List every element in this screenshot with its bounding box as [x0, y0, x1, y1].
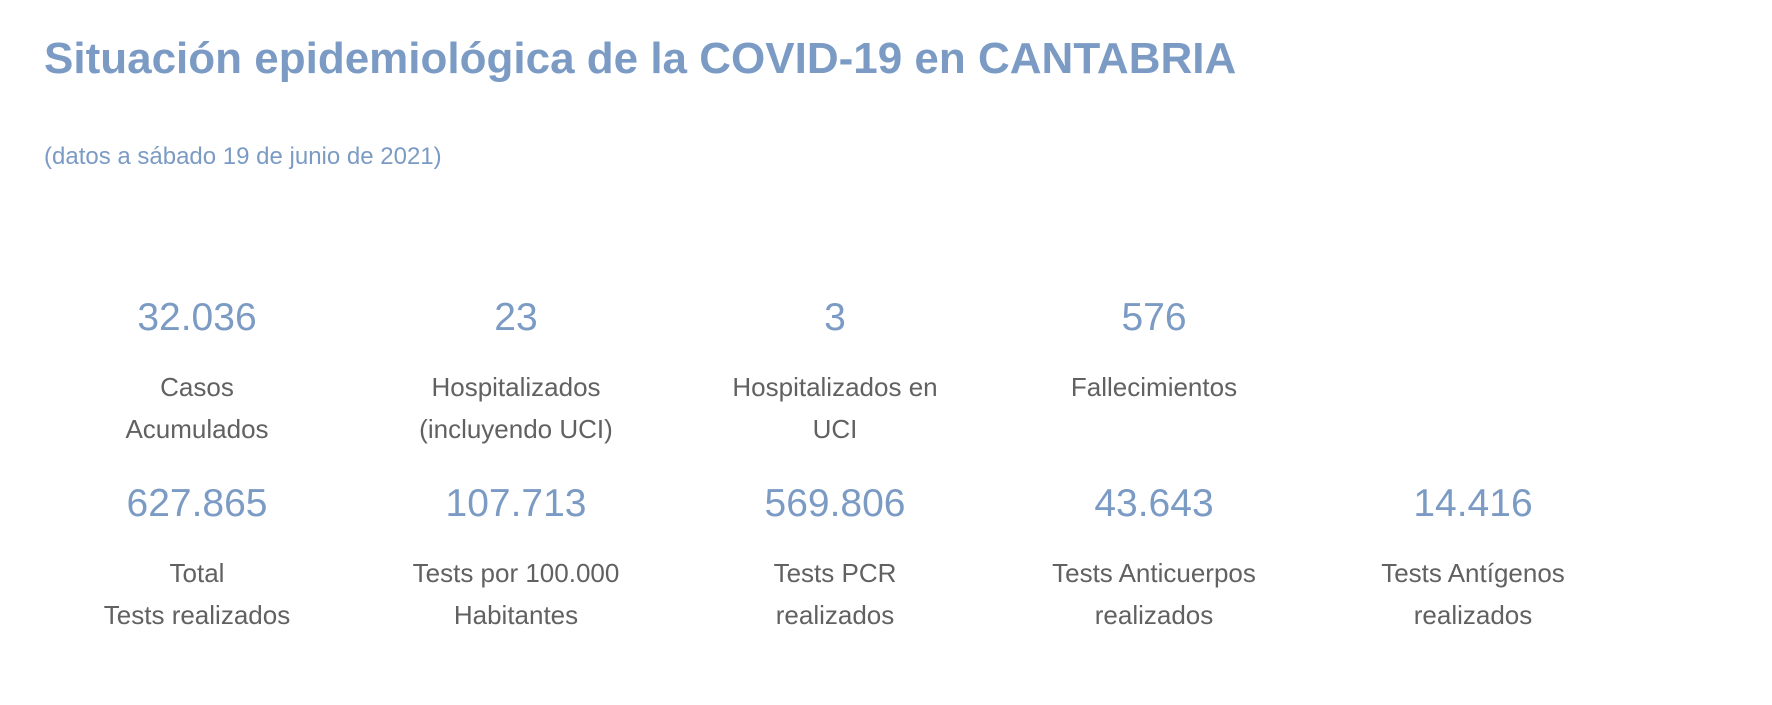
stat-total-tests: 627.865 Total Tests realizados — [47, 481, 347, 636]
stat-label: Casos Acumulados — [125, 372, 269, 444]
page-title: Situación epidemiológica de la COVID-19 … — [44, 34, 1237, 83]
stat-casos-acumulados: 32.036 Casos Acumulados — [47, 295, 347, 450]
stat-tests-por-100000: 107.713 Tests por 100.000 Habitantes — [366, 481, 666, 636]
stat-hospitalizados-uci: 3 Hospitalizados en UCI — [685, 295, 985, 450]
stat-value: 107.713 — [445, 482, 587, 525]
stat-tests-anticuerpos: 43.643 Tests Anticuerpos realizados — [1004, 481, 1304, 636]
stat-value: 32.036 — [137, 296, 257, 339]
data-date-subtitle: (datos a sábado 19 de junio de 2021) — [44, 143, 442, 170]
stat-value: 569.806 — [764, 482, 906, 525]
stat-label: Tests por 100.000 Habitantes — [412, 558, 620, 630]
stat-value: 627.865 — [126, 482, 268, 525]
stat-value: 576 — [1121, 296, 1187, 339]
stat-label: Total Tests realizados — [103, 558, 291, 630]
stat-tests-pcr: 569.806 Tests PCR realizados — [685, 481, 985, 636]
stat-value: 23 — [494, 296, 538, 339]
stat-label: Fallecimientos — [1070, 372, 1238, 402]
stat-label: Tests Anticuerpos realizados — [1052, 558, 1256, 630]
stat-fallecimientos: 576 Fallecimientos — [1004, 295, 1304, 408]
stat-value: 43.643 — [1094, 482, 1214, 525]
stat-label: Hospitalizados (incluyendo UCI) — [419, 372, 613, 444]
stat-value: 14.416 — [1413, 482, 1533, 525]
stat-hospitalizados: 23 Hospitalizados (incluyendo UCI) — [366, 295, 666, 450]
stat-label: Tests Antígenos realizados — [1381, 558, 1565, 630]
stat-tests-antigenos: 14.416 Tests Antígenos realizados — [1323, 481, 1623, 636]
stat-value: 3 — [824, 296, 846, 339]
stat-label: Tests PCR realizados — [773, 558, 897, 630]
stat-label: Hospitalizados en UCI — [732, 372, 938, 444]
